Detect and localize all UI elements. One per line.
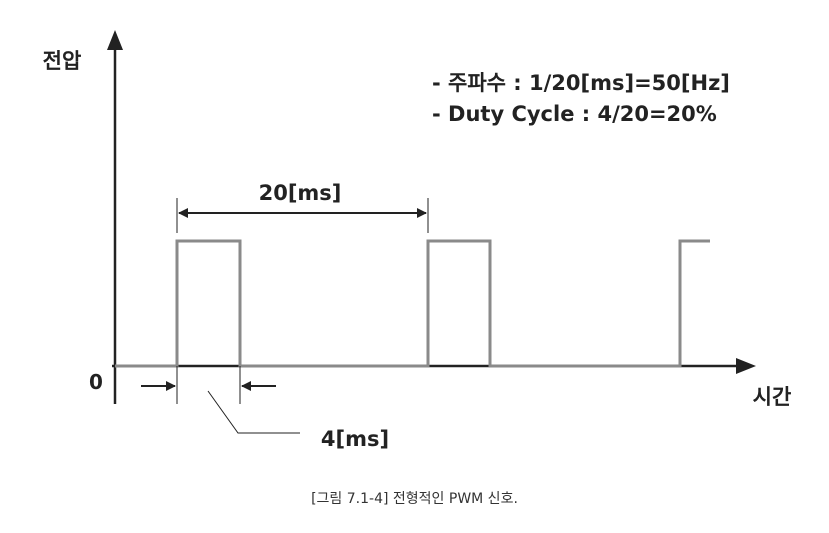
origin-label: 0	[89, 370, 103, 394]
pulse-width-label: 4[ms]	[321, 427, 389, 451]
x-axis-arrow-icon	[736, 358, 756, 374]
pulse-width-leader-line	[207, 390, 300, 434]
y-axis-label: 전압	[43, 49, 82, 73]
duty-cycle-info: - Duty Cycle : 4/20=20%	[432, 102, 717, 126]
y-axis-arrow-icon	[107, 30, 123, 50]
period-label: 20[ms]	[259, 181, 342, 205]
pwm-signal	[115, 239, 710, 368]
frequency-info: - 주파수 : 1/20[ms]=50[Hz]	[432, 71, 730, 95]
figure-caption: [그림 7.1-4] 전형적인 PWM 신호.	[311, 491, 518, 507]
x-axis-label: 시간	[753, 385, 792, 409]
